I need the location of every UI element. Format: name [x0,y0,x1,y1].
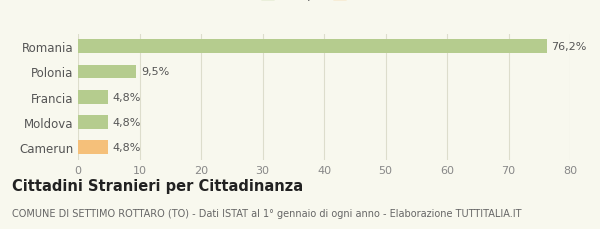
Bar [78,65,136,79]
Legend: Europa, Africa: Europa, Africa [257,0,391,4]
Text: 4,8%: 4,8% [112,117,141,128]
Bar [78,116,107,129]
Text: 9,5%: 9,5% [142,67,170,77]
Bar [78,40,547,54]
Text: COMUNE DI SETTIMO ROTTARO (TO) - Dati ISTAT al 1° gennaio di ogni anno - Elabora: COMUNE DI SETTIMO ROTTARO (TO) - Dati IS… [12,208,521,218]
Text: Cittadini Stranieri per Cittadinanza: Cittadini Stranieri per Cittadinanza [12,179,303,194]
Text: 76,2%: 76,2% [551,42,587,52]
Bar [78,141,107,155]
Bar [78,90,107,104]
Text: 4,8%: 4,8% [112,92,141,102]
Text: 4,8%: 4,8% [112,143,141,153]
